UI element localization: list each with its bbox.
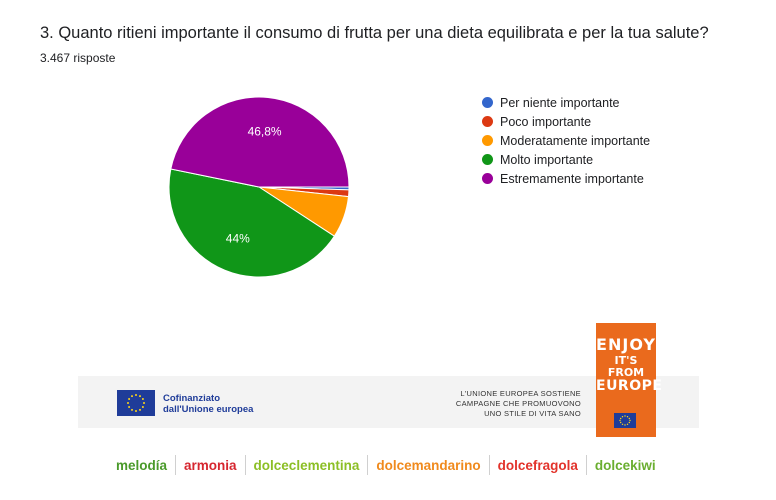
enjoy-line: ENJOY [596, 335, 656, 354]
legend-item: Per niente importante [482, 93, 650, 112]
legend-swatch [482, 97, 493, 108]
legend-label: Poco importante [500, 114, 592, 129]
eu-flag-icon [614, 413, 636, 428]
legend-label: Moderatamente importante [500, 133, 651, 148]
legend-swatch [482, 173, 493, 184]
support-line: UNO STILE DI VITA SANO [484, 409, 581, 418]
legend-item: Moderatamente importante [482, 131, 650, 150]
eu-cofinanced-text: Cofinanziato dall'Unione europea [163, 393, 253, 415]
brand-dolcefragola-logo: dolcefragola [497, 457, 578, 473]
divider [367, 455, 369, 475]
eu-banner: Cofinanziato dall'Unione europea L'UNION… [78, 376, 699, 428]
brand-dolcekiwi-logo: dolcekiwi [594, 457, 656, 473]
brand-dolceclementina-logo: dolceclementina [253, 457, 360, 473]
legend-item: Molto importante [482, 150, 650, 169]
legend-swatch [482, 116, 493, 127]
eu-support-text: L'UNIONE EUROPEA SOSTIENE CAMPAGNE CHE P… [456, 389, 581, 419]
divider [488, 455, 490, 475]
eu-name-line: dall'Unione europea [163, 404, 254, 415]
support-line: L'UNIONE EUROPEA SOSTIENE [460, 389, 581, 398]
pie-slice [168, 168, 336, 278]
brand-melodia-logo: melodía [116, 457, 168, 473]
cofinanced-line: Cofinanziato [163, 393, 220, 404]
pie-data-label: 46,8% [248, 124, 282, 138]
enjoy-line: IT'S FROM [607, 354, 645, 379]
pie-chart: 44% 46,8% [168, 96, 350, 278]
brand-dolcemandarino-logo: dolcemandarino [376, 457, 481, 473]
question-title: 3. Quanto ritieni importante il consumo … [40, 24, 709, 42]
legend-item: Estremamente importante [482, 169, 650, 188]
legend-item: Poco importante [482, 112, 650, 131]
enjoy-europe-logo: ENJOY IT'S FROM EUROPE [596, 323, 663, 437]
chart-legend: Per niente importante Poco importante Mo… [482, 93, 650, 188]
legend-label: Molto importante [500, 152, 594, 167]
legend-label: Per niente importante [500, 95, 620, 110]
divider [585, 455, 587, 475]
brand-logos: melodía armonia dolceclementina dolceman… [116, 455, 656, 475]
response-count: 3.467 risposte [40, 51, 116, 65]
pie-data-label: 44% [226, 232, 250, 246]
legend-label: Estremamente importante [500, 171, 644, 186]
pie-slice [170, 96, 350, 188]
legend-swatch [482, 135, 493, 146]
brand-armonia-logo: armonia [184, 457, 237, 473]
support-line: CAMPAGNE CHE PROMUOVONO [455, 399, 581, 408]
legend-swatch [482, 154, 493, 165]
eu-flag-icon [117, 390, 155, 416]
divider [244, 455, 246, 475]
divider [175, 455, 177, 475]
enjoy-line: EUROPE [596, 378, 663, 394]
